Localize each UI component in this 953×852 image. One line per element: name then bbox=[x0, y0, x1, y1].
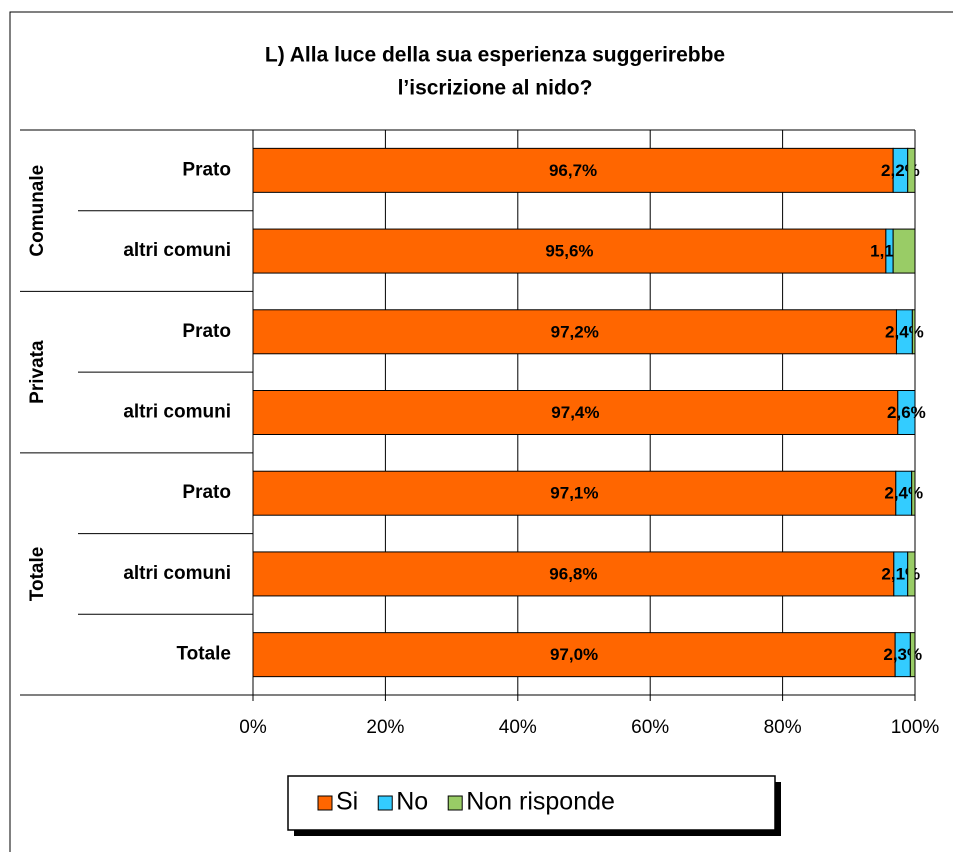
data-label: 95,6% bbox=[545, 242, 593, 261]
data-label: 97,1% bbox=[550, 484, 598, 503]
data-label: 2,4% bbox=[885, 322, 924, 341]
data-label: 97,4% bbox=[551, 403, 599, 422]
legend-swatch bbox=[377, 795, 393, 811]
y-tick-label: Totale bbox=[176, 644, 231, 665]
x-tick-label: 40% bbox=[499, 717, 537, 738]
bar-segment bbox=[892, 228, 916, 274]
legend bbox=[287, 775, 776, 831]
x-tick-label: 20% bbox=[366, 717, 404, 738]
group-label: Privata bbox=[27, 340, 48, 404]
legend-swatch bbox=[317, 795, 333, 811]
legend-label: Si bbox=[336, 788, 358, 816]
y-tick-label: altri comuni bbox=[123, 563, 231, 584]
bar-segment bbox=[907, 551, 916, 597]
bar-segment bbox=[911, 309, 916, 355]
data-label: 97,2% bbox=[551, 322, 599, 341]
data-label: 2,6% bbox=[887, 403, 926, 422]
data-label: 96,7% bbox=[549, 161, 597, 180]
x-tick-label: 60% bbox=[631, 717, 669, 738]
legend-label: No bbox=[396, 788, 428, 816]
chart-title: L) Alla luce della sua esperienza sugger… bbox=[265, 44, 725, 67]
data-label: 2,3% bbox=[883, 645, 922, 664]
bar-segment bbox=[252, 390, 899, 435]
bar-segment bbox=[252, 632, 896, 678]
bar-segment bbox=[911, 470, 916, 516]
y-tick-label: Prato bbox=[182, 482, 231, 503]
data-label: 96,8% bbox=[549, 564, 597, 583]
legend-label: Non risponde bbox=[466, 788, 615, 816]
y-tick-label: altri comuni bbox=[123, 240, 231, 261]
chart-title: l’iscrizione al nido? bbox=[398, 77, 593, 100]
x-tick-label: 100% bbox=[891, 717, 940, 738]
legend-swatch bbox=[447, 795, 463, 811]
data-label: 97,0% bbox=[550, 645, 598, 664]
bar-segment bbox=[907, 147, 916, 193]
x-tick-label: 0% bbox=[239, 717, 267, 738]
y-tick-label: Prato bbox=[182, 321, 231, 342]
group-label: Totale bbox=[27, 547, 48, 602]
bar-segment bbox=[252, 551, 895, 597]
bar-segment bbox=[897, 390, 916, 435]
bar-segment bbox=[252, 228, 887, 274]
bar-segment bbox=[252, 470, 897, 516]
y-tick-label: altri comuni bbox=[123, 402, 231, 423]
data-label: 2,4% bbox=[884, 484, 923, 503]
bar-segment bbox=[909, 632, 916, 678]
y-tick-label: Prato bbox=[182, 159, 231, 180]
group-label: Comunale bbox=[27, 165, 48, 257]
bar-segment bbox=[252, 309, 897, 355]
x-tick-label: 80% bbox=[764, 717, 802, 738]
